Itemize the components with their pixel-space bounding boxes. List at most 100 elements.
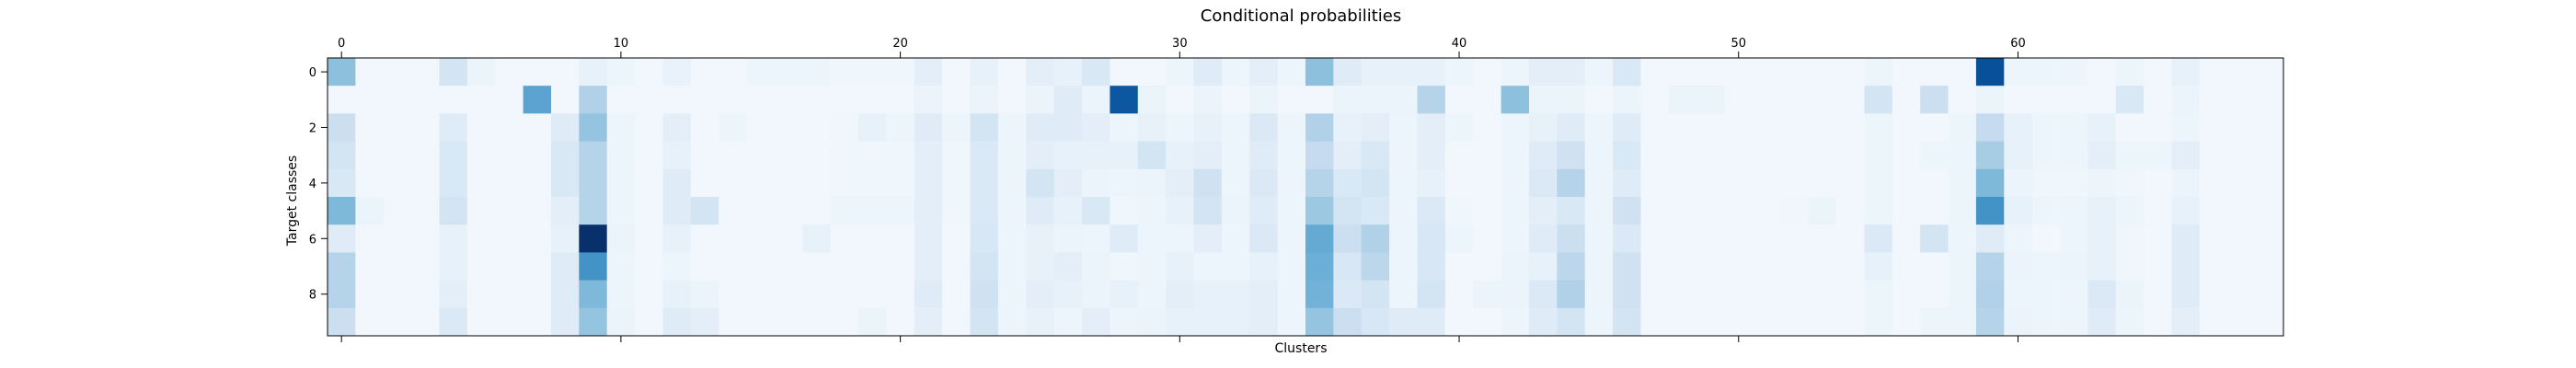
heatmap-cell xyxy=(1557,86,1586,114)
heatmap-cell xyxy=(970,113,999,142)
heatmap-cell xyxy=(1584,224,1614,253)
heatmap-cell xyxy=(1836,113,1865,142)
heatmap-cell xyxy=(1613,113,1641,142)
heatmap-cell xyxy=(2004,86,2033,114)
heatmap-cell xyxy=(886,113,915,142)
heatmap-cell xyxy=(1920,197,1949,225)
heatmap-cell xyxy=(2115,86,2145,114)
x-tick-label: 20 xyxy=(892,37,908,51)
heatmap-cell xyxy=(1473,280,1501,309)
heatmap-cell xyxy=(1501,86,1530,114)
heatmap-cell xyxy=(1277,168,1306,198)
heatmap-cell xyxy=(523,197,552,225)
heatmap-cell xyxy=(2087,280,2117,309)
heatmap-cell xyxy=(1501,58,1530,86)
heatmap-cell xyxy=(774,280,803,309)
heatmap-cell xyxy=(1193,280,1223,309)
heatmap-cell xyxy=(2004,141,2033,170)
heatmap-cell xyxy=(1389,86,1418,114)
heatmap-cell xyxy=(606,307,636,337)
heatmap-cell xyxy=(2227,168,2257,198)
heatmap-cell xyxy=(1584,280,1614,309)
heatmap-cell xyxy=(1920,224,1949,253)
heatmap-cell xyxy=(1361,58,1390,86)
heatmap-cell xyxy=(635,168,663,198)
heatmap-cell xyxy=(970,197,999,225)
heatmap-cell xyxy=(1920,86,1949,114)
heatmap-cell xyxy=(495,58,523,86)
heatmap-cell xyxy=(1444,168,1474,198)
heatmap-cell xyxy=(1780,307,1810,337)
heatmap-cell xyxy=(2144,141,2172,170)
heatmap-cell xyxy=(1333,224,1363,253)
heatmap-cell xyxy=(439,280,468,309)
heatmap-cell xyxy=(1082,113,1110,142)
heatmap-cell xyxy=(1752,224,1781,253)
heatmap-cell xyxy=(719,280,747,309)
heatmap-cell xyxy=(411,252,440,281)
heatmap-cell xyxy=(1780,86,1810,114)
heatmap-cell xyxy=(1892,280,1921,309)
heatmap-cell xyxy=(2171,86,2201,114)
heatmap-cell xyxy=(2087,113,2117,142)
heatmap-cell xyxy=(1528,197,1558,225)
heatmap-cell xyxy=(635,113,663,142)
heatmap-cell xyxy=(1444,280,1474,309)
heatmap-cell xyxy=(1110,168,1139,198)
heatmap-cell xyxy=(1137,280,1167,309)
heatmap-cell xyxy=(1166,307,1194,337)
heatmap-cell xyxy=(1528,307,1558,337)
heatmap-cell xyxy=(774,168,803,198)
heatmap-cell xyxy=(1501,280,1530,309)
heatmap-cell xyxy=(1444,307,1474,337)
heatmap-cell xyxy=(858,168,887,198)
heatmap-cell xyxy=(2199,86,2228,114)
heatmap-cell xyxy=(802,86,832,114)
heatmap-cell xyxy=(579,252,608,281)
heatmap-cell xyxy=(1864,197,1893,225)
heatmap-cell xyxy=(1221,197,1250,225)
heatmap-cell xyxy=(914,224,943,253)
heatmap-cell xyxy=(1752,307,1781,337)
heatmap-cell xyxy=(355,86,385,114)
heatmap-cell xyxy=(1836,224,1865,253)
heatmap-cell xyxy=(2199,168,2228,198)
heatmap-cell xyxy=(635,86,663,114)
heatmap-cell xyxy=(719,168,747,198)
heatmap-cell xyxy=(523,224,552,253)
heatmap-cell xyxy=(1975,58,2005,86)
heatmap-cell xyxy=(1137,197,1167,225)
heatmap-cell xyxy=(858,252,887,281)
heatmap-cell xyxy=(1892,307,1921,337)
heatmap-cell xyxy=(466,113,496,142)
heatmap-cell xyxy=(2255,58,2284,86)
heatmap-cell xyxy=(2144,197,2172,225)
heatmap-cell xyxy=(1920,58,1949,86)
heatmap-cell xyxy=(1557,252,1586,281)
heatmap-cell xyxy=(830,252,859,281)
heatmap-cell xyxy=(411,58,440,86)
heatmap-cell xyxy=(2227,141,2257,170)
heatmap-cell xyxy=(1389,224,1418,253)
heatmap-cell xyxy=(858,280,887,309)
heatmap-cell xyxy=(1864,113,1893,142)
heatmap-cell xyxy=(2255,141,2284,170)
heatmap-cell xyxy=(886,252,915,281)
heatmap-cell xyxy=(858,113,887,142)
heatmap-cell xyxy=(2031,113,2061,142)
heatmap-cell xyxy=(635,197,663,225)
heatmap-cell xyxy=(914,58,943,86)
heatmap-cell xyxy=(1110,224,1139,253)
heatmap-cell xyxy=(1277,58,1306,86)
heatmap-cell xyxy=(1557,197,1586,225)
heatmap-cell xyxy=(1808,141,1837,170)
heatmap-cell xyxy=(1724,197,1754,225)
heatmap-cell xyxy=(774,86,803,114)
heatmap-cell xyxy=(914,197,943,225)
heatmap-cell xyxy=(383,252,412,281)
heatmap-cell xyxy=(606,86,636,114)
heatmap-cell xyxy=(746,113,776,142)
heatmap-cell xyxy=(355,307,385,337)
heatmap-cell xyxy=(466,168,496,198)
